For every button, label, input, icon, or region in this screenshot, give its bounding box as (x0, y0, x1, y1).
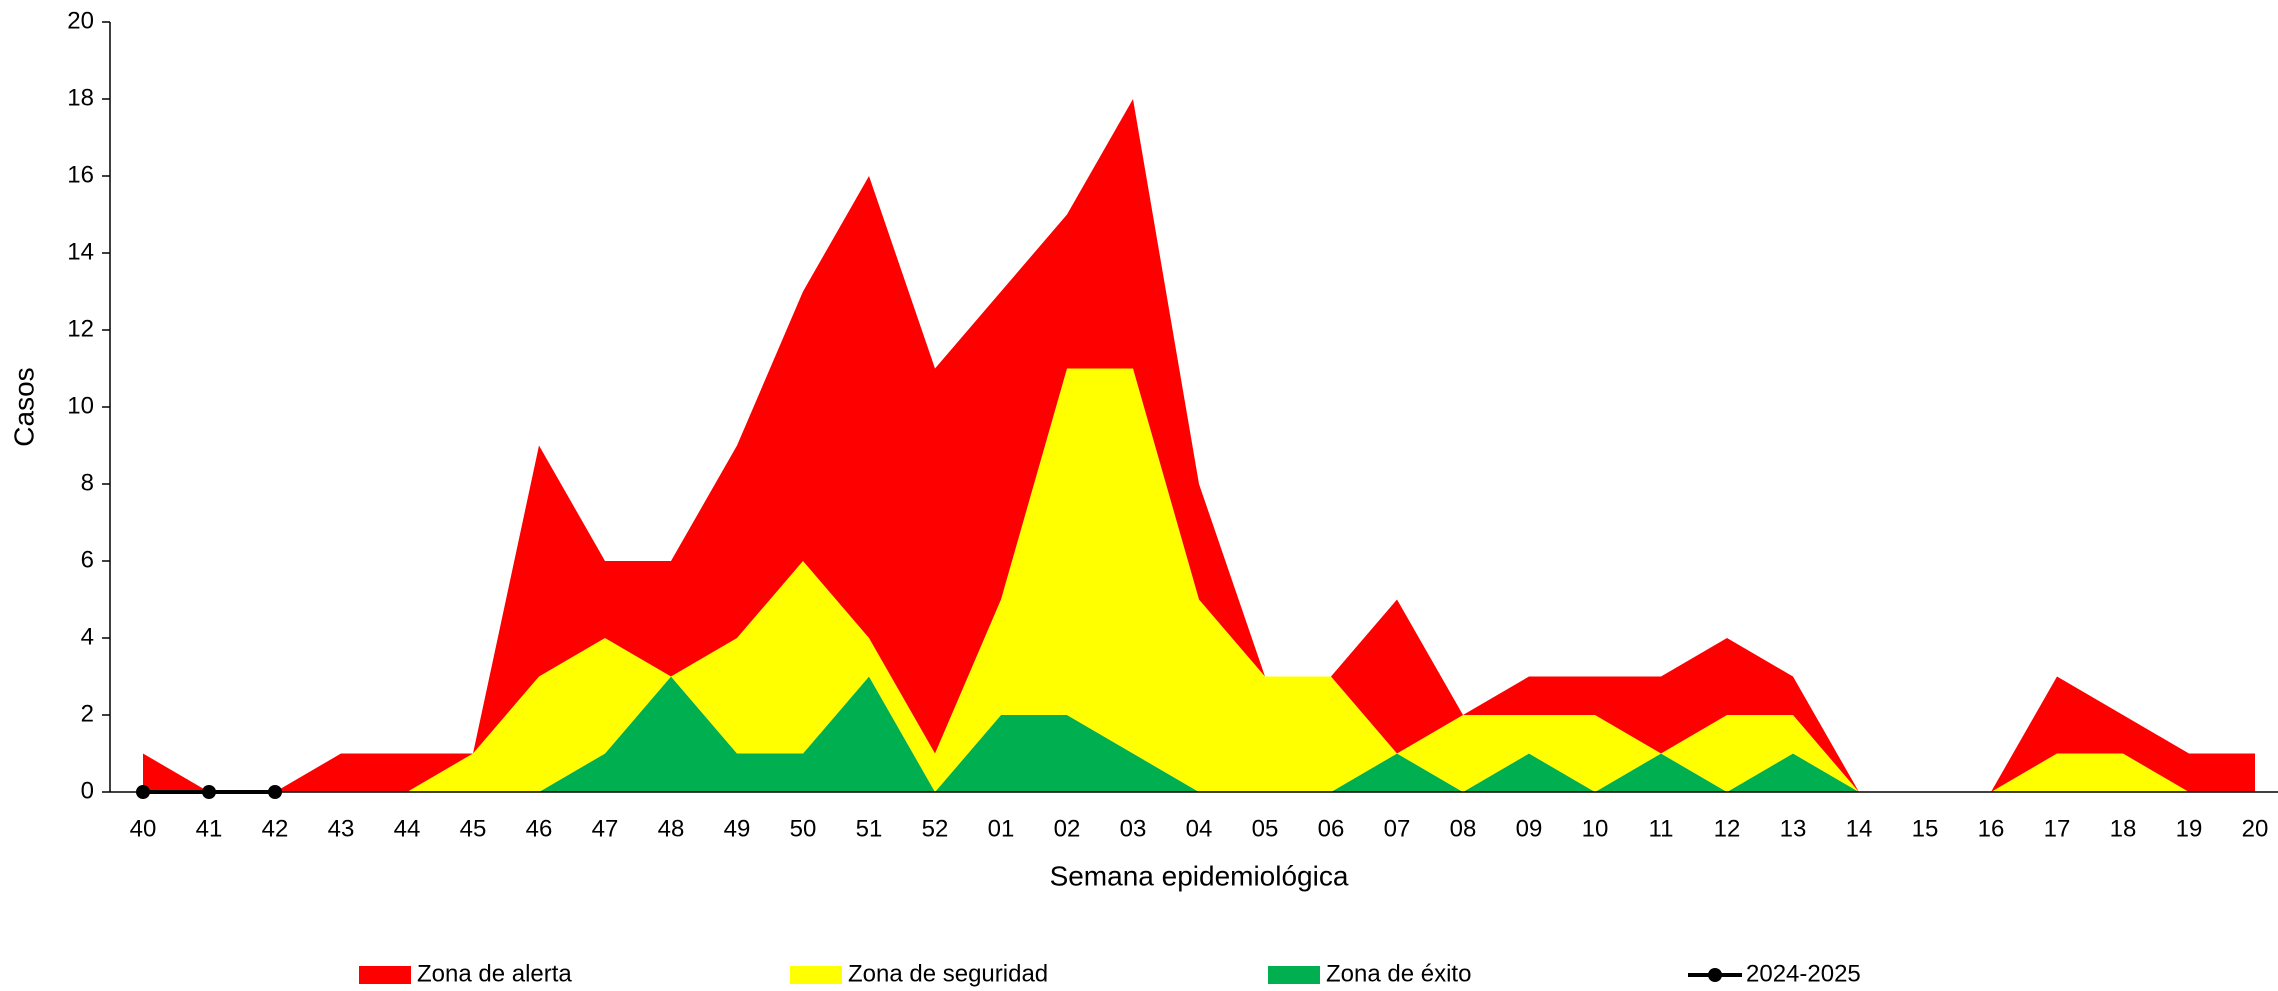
x-tick-label: 05 (1252, 815, 1279, 842)
point (202, 785, 216, 799)
area (143, 368, 2255, 792)
legend-label: 2024-2025 (1746, 960, 1861, 987)
y-tick-label: 14 (67, 238, 94, 265)
y-tick-label: 6 (81, 546, 94, 573)
x-tick-label: 18 (2110, 815, 2137, 842)
y-tick-label: 12 (67, 315, 94, 342)
x-tick-label: 43 (328, 815, 355, 842)
x-tick-label: 02 (1054, 815, 1081, 842)
x-tick-label: 03 (1120, 815, 1147, 842)
y-tick-label: 16 (67, 161, 94, 188)
x-tick-label: 19 (2176, 815, 2203, 842)
legend-marker (1708, 968, 1722, 982)
x-tick-label: 01 (988, 815, 1015, 842)
x-tick-label: 45 (460, 815, 487, 842)
x-tick-label: 17 (2044, 815, 2071, 842)
x-tick-label: 48 (658, 815, 685, 842)
area (143, 676, 2255, 792)
legend-label: Zona de alerta (417, 960, 572, 987)
y-axis-title: Casos (8, 367, 39, 446)
y-tick-label: 4 (81, 623, 94, 650)
x-tick-label: 15 (1912, 815, 1939, 842)
x-tick-label: 12 (1714, 815, 1741, 842)
y-tick-label: 20 (67, 7, 94, 34)
y-tick-label: 18 (67, 84, 94, 111)
point (136, 785, 150, 799)
x-tick-label: 06 (1318, 815, 1345, 842)
x-tick-label: 04 (1186, 815, 1213, 842)
x-tick-label: 42 (262, 815, 289, 842)
x-tick-label: 08 (1450, 815, 1477, 842)
y-tick-label: 8 (81, 469, 94, 496)
x-tick-label: 51 (856, 815, 883, 842)
x-tick-label: 11 (1649, 815, 1674, 842)
x-tick-label: 10 (1582, 815, 1609, 842)
legend-swatch (359, 966, 411, 984)
legend-label: Zona de seguridad (848, 960, 1048, 987)
y-tick-label: 2 (81, 700, 94, 727)
x-tick-label: 40 (130, 815, 157, 842)
x-tick-label: 09 (1516, 815, 1543, 842)
area (143, 99, 2255, 792)
x-tick-label: 52 (922, 815, 949, 842)
legend-label: Zona de éxito (1326, 960, 1471, 987)
x-tick-label: 20 (2242, 815, 2269, 842)
x-tick-label: 49 (724, 815, 751, 842)
x-tick-label: 14 (1846, 815, 1873, 842)
x-tick-label: 07 (1384, 815, 1411, 842)
y-tick-label: 10 (67, 392, 94, 419)
x-axis-title: Semana epidemiológica (1050, 860, 1349, 891)
x-tick-label: 47 (592, 815, 619, 842)
legend-swatch (1268, 966, 1320, 984)
x-tick-label: 13 (1780, 815, 1807, 842)
legend-swatch (790, 966, 842, 984)
x-tick-label: 44 (394, 815, 421, 842)
x-tick-label: 50 (790, 815, 817, 842)
x-tick-label: 16 (1978, 815, 2005, 842)
x-tick-label: 41 (196, 815, 223, 842)
x-tick-label: 46 (526, 815, 553, 842)
point (268, 785, 282, 799)
y-tick-label: 0 (81, 777, 94, 804)
